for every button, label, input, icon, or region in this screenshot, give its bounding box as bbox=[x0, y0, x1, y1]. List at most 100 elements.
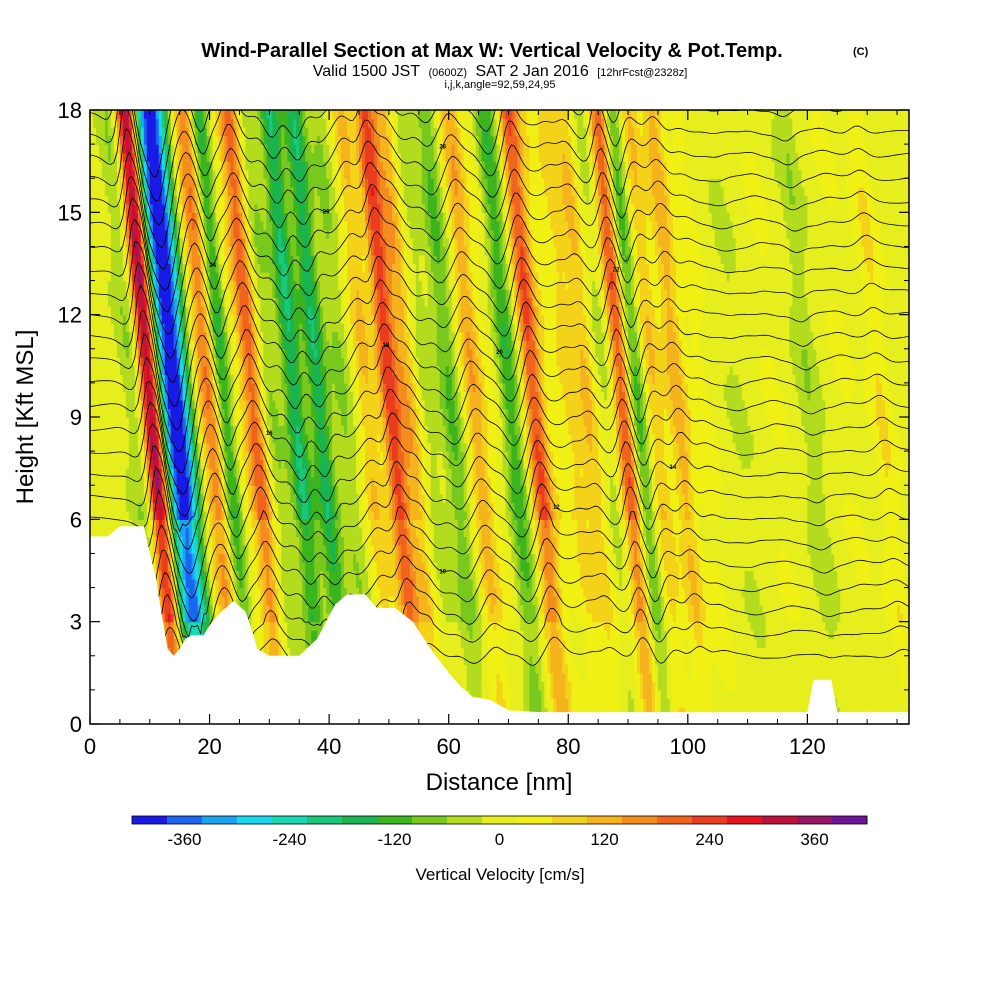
velocity-cell bbox=[194, 237, 199, 248]
velocity-cell bbox=[200, 169, 205, 179]
velocity-cell bbox=[215, 297, 220, 307]
velocity-cell bbox=[179, 638, 184, 648]
velocity-cell bbox=[218, 118, 223, 128]
velocity-cell bbox=[164, 417, 169, 427]
velocity-cell bbox=[167, 152, 172, 162]
velocity-cell bbox=[107, 417, 112, 427]
velocity-cell bbox=[161, 391, 166, 401]
velocity-cell bbox=[203, 544, 208, 555]
velocity-cell bbox=[107, 220, 112, 230]
velocity-cell bbox=[221, 254, 226, 265]
velocity-cell bbox=[209, 434, 214, 444]
velocity-cell bbox=[125, 127, 130, 137]
velocity-cell bbox=[92, 348, 97, 358]
velocity-cell bbox=[158, 527, 163, 537]
velocity-cell bbox=[110, 434, 115, 444]
velocity-cell bbox=[98, 417, 103, 427]
velocity-cell bbox=[185, 587, 190, 597]
velocity-cell bbox=[188, 195, 193, 205]
velocity-cell bbox=[182, 144, 187, 154]
velocity-cell bbox=[92, 203, 97, 213]
velocity-cell bbox=[95, 374, 100, 384]
velocity-cell bbox=[101, 502, 106, 512]
velocity-cell bbox=[224, 570, 229, 580]
velocity-cell bbox=[128, 118, 133, 128]
velocity-cell bbox=[122, 306, 127, 316]
velocity-cell bbox=[92, 118, 97, 128]
velocity-cell bbox=[98, 502, 103, 512]
velocity-cell bbox=[125, 144, 130, 154]
velocity-cell bbox=[158, 229, 163, 239]
velocity-cell bbox=[158, 263, 163, 273]
velocity-cell bbox=[221, 135, 226, 145]
velocity-cell bbox=[185, 425, 190, 435]
velocity-cell bbox=[161, 365, 166, 375]
velocity-cell bbox=[194, 510, 199, 520]
velocity-cell bbox=[140, 408, 145, 418]
velocity-cell bbox=[107, 263, 112, 273]
velocity-cell bbox=[203, 553, 208, 563]
velocity-cell bbox=[116, 374, 121, 384]
velocity-cell bbox=[152, 331, 157, 341]
velocity-cell bbox=[122, 289, 127, 299]
velocity-cell bbox=[155, 476, 160, 486]
velocity-cell bbox=[185, 127, 190, 137]
velocity-cell bbox=[113, 340, 118, 350]
velocity-cell bbox=[155, 442, 160, 452]
velocity-cell bbox=[221, 229, 226, 239]
velocity-cell bbox=[90, 323, 94, 333]
velocity-cell bbox=[110, 297, 115, 307]
velocity-cell bbox=[191, 314, 196, 324]
velocity-cell bbox=[200, 579, 205, 589]
velocity-cell bbox=[140, 297, 145, 307]
velocity-cell bbox=[200, 323, 205, 333]
velocity-cell bbox=[179, 297, 184, 307]
velocity-cell bbox=[92, 459, 97, 469]
velocity-cell bbox=[206, 527, 211, 537]
velocity-cell bbox=[90, 135, 94, 145]
velocity-cell bbox=[200, 604, 205, 614]
velocity-cell bbox=[185, 152, 190, 162]
velocity-cell bbox=[221, 527, 226, 537]
velocity-cell bbox=[119, 144, 124, 154]
velocity-cell bbox=[104, 195, 109, 205]
velocity-cell bbox=[185, 434, 190, 444]
velocity-cell bbox=[179, 203, 184, 213]
velocity-cell bbox=[164, 331, 169, 341]
velocity-cell bbox=[113, 459, 118, 469]
velocity-cell bbox=[164, 399, 169, 410]
velocity-cell bbox=[173, 127, 178, 137]
velocity-cell bbox=[209, 118, 214, 128]
velocity-cell bbox=[104, 442, 109, 452]
velocity-cell bbox=[149, 203, 154, 213]
velocity-cell bbox=[167, 110, 172, 120]
velocity-cell bbox=[107, 314, 112, 324]
velocity-cell bbox=[191, 476, 196, 486]
velocity-cell bbox=[170, 630, 175, 640]
velocity-cell bbox=[221, 314, 226, 324]
velocity-cell bbox=[218, 434, 223, 444]
velocity-cell bbox=[140, 110, 145, 120]
velocity-cell bbox=[131, 289, 136, 299]
velocity-cell bbox=[92, 365, 97, 375]
velocity-cell bbox=[170, 340, 175, 350]
velocity-cell bbox=[218, 553, 223, 563]
velocity-cell bbox=[113, 314, 118, 324]
velocity-cell bbox=[143, 425, 148, 435]
velocity-cell bbox=[224, 203, 229, 213]
velocity-cell bbox=[176, 536, 181, 546]
velocity-cell bbox=[92, 169, 97, 179]
velocity-cell bbox=[215, 510, 220, 520]
velocity-cell bbox=[188, 169, 193, 179]
velocity-cell bbox=[90, 254, 94, 265]
velocity-cell bbox=[155, 178, 160, 188]
velocity-cell bbox=[90, 272, 94, 282]
velocity-cell bbox=[128, 297, 133, 307]
velocity-cell bbox=[125, 502, 130, 512]
velocity-cell bbox=[149, 510, 154, 520]
velocity-cell bbox=[164, 519, 169, 529]
velocity-cell bbox=[140, 476, 145, 486]
velocity-cell bbox=[194, 127, 199, 137]
velocity-cell bbox=[110, 289, 115, 299]
velocity-cell bbox=[116, 348, 121, 358]
